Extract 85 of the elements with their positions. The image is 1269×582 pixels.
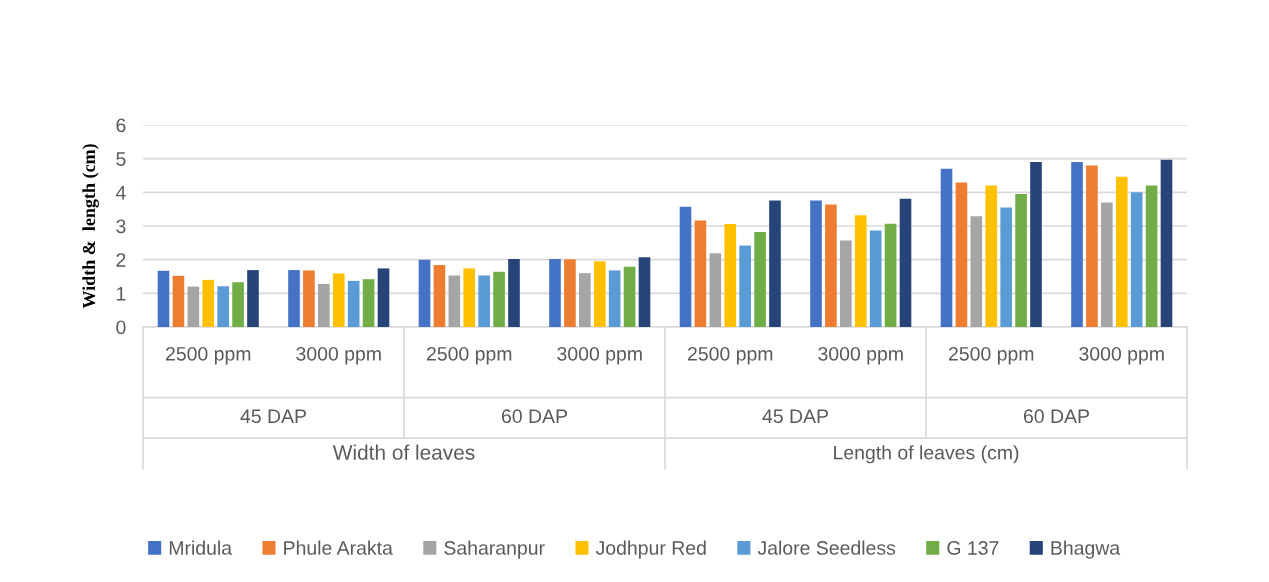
bar [332,273,345,327]
x-tick-label: 2500 ppm [426,346,512,365]
bar [549,258,561,327]
bar [709,253,722,327]
legend-label: Jodhpur Red [595,540,706,559]
bar [187,286,200,327]
bar [1071,162,1083,327]
bar [754,232,766,327]
bar [157,270,170,327]
x-tick-label: 2500 ppm [687,346,773,365]
bar [478,275,490,327]
x-tick-label: 2500 ppm [165,346,251,365]
bar [840,240,852,327]
bar [303,270,315,327]
bar [679,206,692,327]
bar [217,286,229,327]
bar [638,257,651,327]
bar [825,204,837,327]
y-tick-label: 2 [116,253,126,267]
legend-label: Jalore Seedless [757,540,896,555]
y-tick-label: 5 [116,152,126,166]
legend-label: G 137 [947,541,999,555]
bar [593,261,606,327]
bar [564,259,576,327]
bar [172,275,185,327]
text: 60 DAP [1023,409,1089,424]
legend-label: Mridula [169,540,233,555]
x-tick-label: 3000 ppm [1079,346,1164,365]
bar [463,268,476,327]
bar [623,266,636,327]
bar [884,223,897,327]
bar [724,223,737,327]
bar [247,270,259,327]
bar [288,270,300,327]
x-tick-label: 3000 ppm [818,346,903,365]
bar [1086,165,1098,327]
x-tick-label: 3000 ppm [557,346,642,365]
text: Width of leaves [332,444,475,460]
bar [985,185,998,327]
bar [1115,176,1128,327]
bar [318,283,330,327]
bar [955,182,968,327]
bar [418,259,431,327]
legend-label: Saharanpur [444,540,545,559]
bar [1015,194,1027,327]
bar [769,200,781,327]
bar [1030,162,1042,327]
legend-label: Bhagwa [1051,540,1121,559]
text: Length of leaves (cm) [834,445,1019,464]
bar [448,275,461,327]
bar [970,216,983,327]
bar [377,268,390,327]
bar [1000,207,1012,327]
y-tick-label: 0 [116,320,126,335]
bar [739,245,751,327]
bar [508,258,520,327]
x-tick-label: 2500 ppm [948,346,1034,365]
bar [433,265,446,327]
y-tick-label: 1 [117,287,126,301]
y-tick-label: 3 [116,219,126,234]
bar [1160,159,1173,327]
text: 60 DAP [501,409,567,424]
bar [1145,185,1158,327]
text: 45 DAP [240,409,306,424]
bar [232,282,244,327]
bar [202,279,215,327]
bar [810,200,822,327]
y-tick-label: 6 [116,118,126,133]
text: 45 DAP [762,409,828,424]
bar [1101,202,1113,327]
bar [940,168,953,327]
bar [493,271,505,327]
bar [899,198,912,327]
bar [362,279,375,327]
bar [347,280,360,327]
bar [608,270,621,327]
bar [869,230,882,327]
x-tick-label: 3000 ppm [296,346,381,365]
bar [579,273,591,327]
y-tick-label: 4 [115,186,126,200]
bar [854,215,867,327]
legend-label: Phule Arakta [284,540,393,555]
bar [694,220,707,327]
y-axis-title: Width & length (cm) [82,144,99,309]
bar [1130,192,1143,327]
